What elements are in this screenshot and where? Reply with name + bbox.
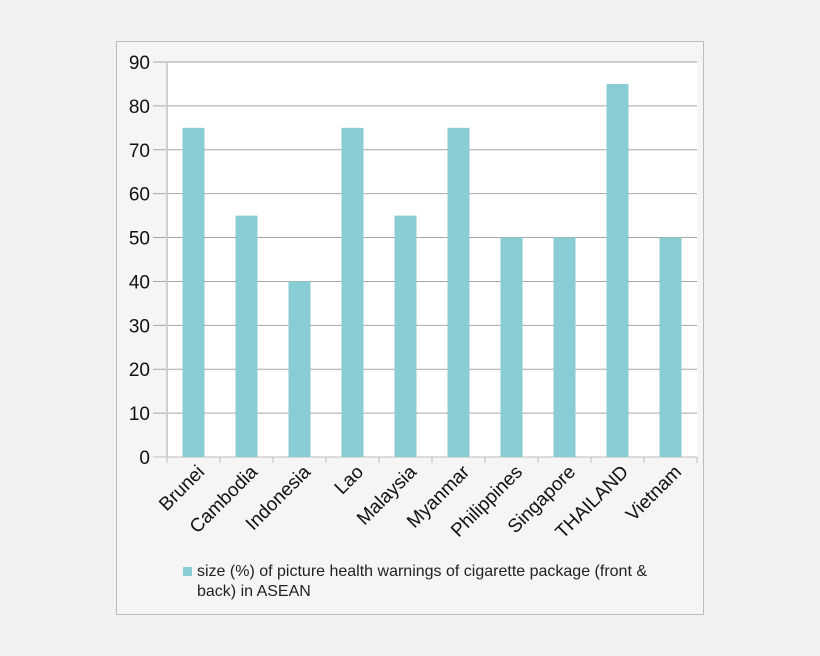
bar-indonesia <box>288 281 311 457</box>
y-tick-label: 30 <box>129 316 150 337</box>
legend-label: size (%) of picture health warnings of c… <box>197 563 647 600</box>
x-tick-label: Vietnam <box>622 462 686 526</box>
bar-singapore <box>553 237 576 457</box>
y-tick-label: 40 <box>129 272 150 293</box>
bar-thailand <box>606 83 629 457</box>
x-tick-label: Lao <box>331 462 368 499</box>
legend: size (%) of picture health warnings of c… <box>183 562 667 602</box>
bar-brunei <box>182 127 205 457</box>
y-tick-label: 10 <box>129 404 150 425</box>
bar-myanmar <box>447 127 470 457</box>
y-tick-label: 90 <box>129 53 150 74</box>
y-tick-label: 20 <box>129 360 150 381</box>
y-tick-label: 0 <box>139 448 150 469</box>
bar-philippines <box>500 237 523 457</box>
y-tick-label: 60 <box>129 185 150 206</box>
bar-lao <box>341 127 364 457</box>
bar-vietnam <box>659 237 682 457</box>
legend-swatch <box>183 567 192 576</box>
bar-cambodia <box>235 215 258 457</box>
y-tick-label: 80 <box>129 97 150 118</box>
bar-malaysia <box>394 215 417 457</box>
y-tick-label: 50 <box>129 229 150 250</box>
y-tick-label: 70 <box>129 141 150 162</box>
